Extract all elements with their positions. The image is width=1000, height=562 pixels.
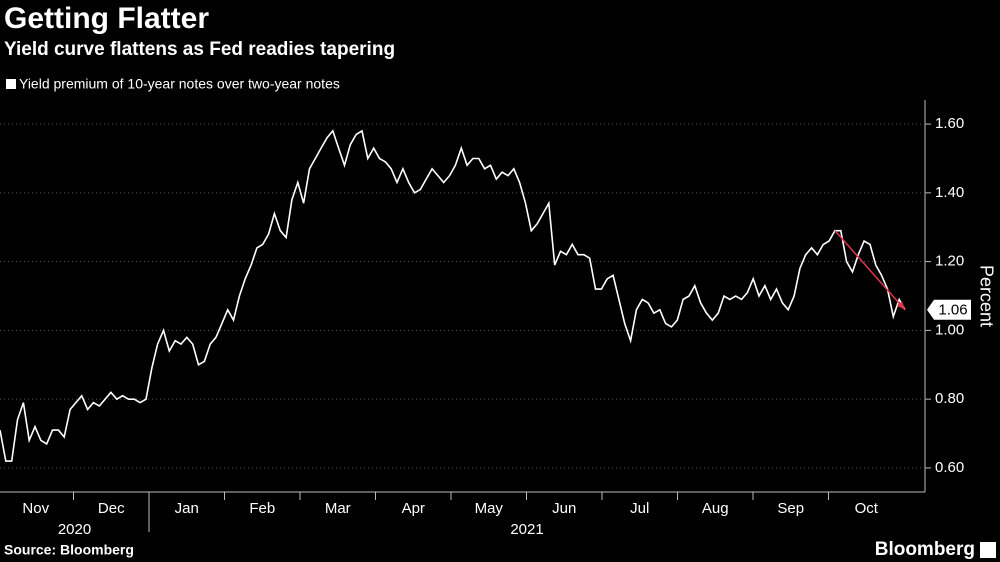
y-tick-label: 0.60 bbox=[935, 459, 964, 476]
x-tick-label: Aug bbox=[702, 500, 729, 517]
x-tick-label: May bbox=[475, 500, 504, 517]
chart-subtitle: Yield curve flattens as Fed readies tape… bbox=[4, 39, 395, 60]
year-label: 2021 bbox=[510, 521, 543, 538]
x-tick-label: Nov bbox=[22, 500, 49, 517]
trend-arrow-head bbox=[896, 301, 905, 310]
x-tick-label: Jun bbox=[552, 500, 576, 517]
y-tick-label: 1.60 bbox=[935, 115, 964, 132]
trend-arrow bbox=[834, 230, 906, 311]
end-label-box bbox=[927, 299, 971, 320]
x-tick-label: Mar bbox=[325, 500, 351, 517]
x-tick-label: Dec bbox=[98, 500, 125, 517]
legend-swatch bbox=[6, 79, 16, 89]
y-tick-label: 1.40 bbox=[935, 184, 964, 201]
x-tick-label: Oct bbox=[855, 500, 879, 517]
x-tick-label: Apr bbox=[402, 500, 425, 517]
year-label: 2020 bbox=[58, 521, 91, 538]
data-line bbox=[0, 129, 906, 462]
y-tick-label: 1.20 bbox=[935, 253, 964, 270]
y-tick-label: 0.80 bbox=[935, 390, 964, 407]
brand-icon bbox=[980, 542, 996, 558]
y-axis-label: Percent bbox=[976, 265, 996, 327]
source: Source: Bloomberg bbox=[4, 542, 134, 558]
brand: Bloomberg bbox=[875, 539, 975, 560]
chart-title: Getting Flatter bbox=[4, 2, 209, 35]
legend-label: Yield premium of 10-year notes over two-… bbox=[19, 76, 340, 92]
x-tick-label: Sep bbox=[777, 500, 804, 517]
x-tick-label: Feb bbox=[249, 500, 275, 517]
x-tick-label: Jul bbox=[630, 500, 649, 517]
y-tick-label: 1.00 bbox=[935, 321, 964, 338]
x-tick-label: Jan bbox=[175, 500, 199, 517]
end-label: 1.06 bbox=[938, 302, 967, 319]
